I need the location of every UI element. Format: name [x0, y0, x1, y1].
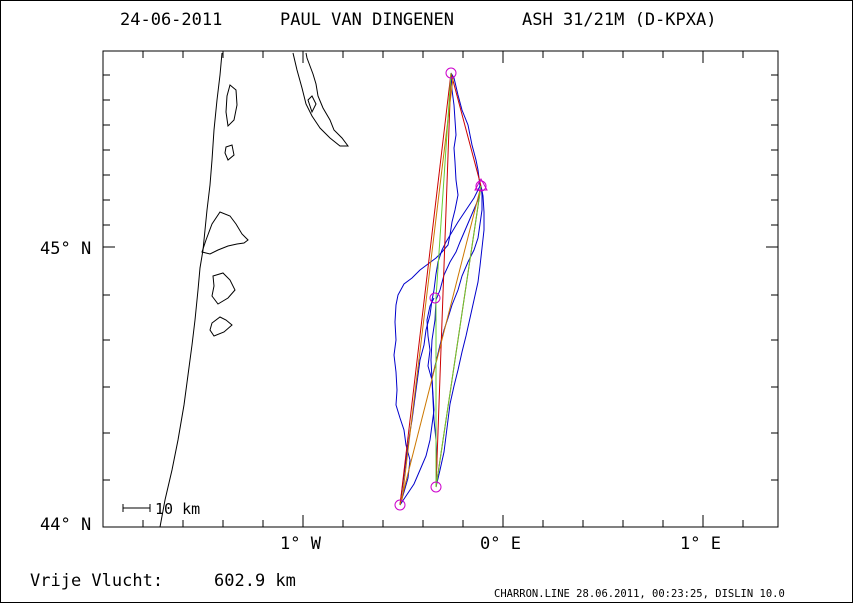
lat-label-44n: 44° N — [40, 515, 91, 535]
leg-red-4 — [435, 72, 452, 488]
turnpoint-north-marker — [445, 67, 457, 79]
task-legs — [399, 72, 482, 506]
scale-bar — [122, 504, 151, 512]
scale-label: 10 km — [155, 500, 200, 518]
title-date: 24-06-2011 — [120, 10, 222, 30]
turnpoints — [394, 67, 488, 511]
lon-label-1w: 1° W — [280, 534, 322, 554]
lat-label-45n: 45° N — [40, 239, 91, 259]
start-point-marker — [394, 499, 406, 511]
turnpoint-east-marker — [475, 180, 487, 192]
distance-value: 602.9 km — [214, 571, 296, 591]
leg-green-2 — [435, 72, 452, 299]
leg-orange-1 — [399, 185, 482, 506]
title-pilot: PAUL VAN DINGENEN — [280, 10, 454, 30]
plot-frame — [102, 50, 779, 528]
coastline — [159, 52, 349, 528]
distance-label: Vrije Vlucht: — [30, 571, 163, 591]
lon-label-0e: 0° E — [480, 534, 521, 554]
turnpoint-middle-marker — [429, 292, 441, 304]
axis-ticks — [102, 51, 778, 527]
leg-red-2 — [450, 72, 482, 187]
leg-orange-2 — [401, 77, 454, 501]
leg-green-3 — [435, 185, 482, 488]
software-info: CHARRON.LINE 28.06.2011, 00:23:25, DISLI… — [494, 588, 785, 600]
lon-label-1e: 1° E — [680, 534, 721, 554]
turnpoint-south-marker — [430, 481, 442, 493]
title-glider: ASH 31/21M (D-KPXA) — [522, 10, 716, 30]
turnpoint-east-triangle — [474, 177, 488, 191]
leg-red-1 — [399, 72, 452, 506]
